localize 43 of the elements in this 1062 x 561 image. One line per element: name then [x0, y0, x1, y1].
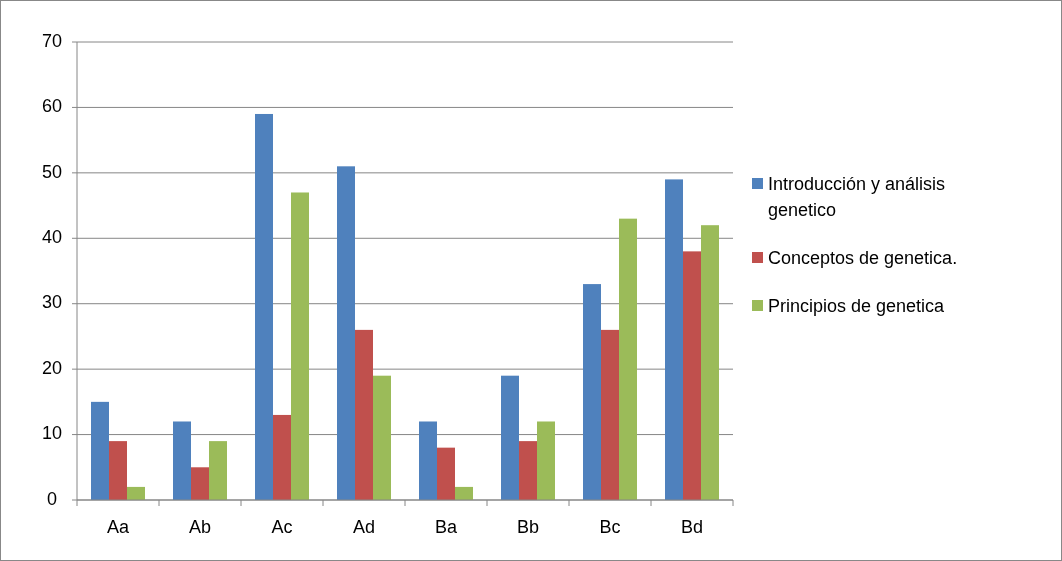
bar [109, 441, 127, 500]
x-tick-label: Ac [271, 517, 293, 537]
y-tick-label: 60 [41, 96, 63, 117]
bar [255, 113, 273, 500]
bar [91, 401, 109, 500]
bar [127, 486, 145, 500]
bar [191, 467, 209, 500]
x-tick-label: Ad [352, 517, 376, 537]
y-tick-label: 30 [41, 292, 63, 313]
x-tick-label: Bc [599, 517, 621, 537]
bar [683, 251, 701, 500]
bar [373, 375, 391, 500]
bar [701, 225, 719, 500]
y-tick-label: 0 [46, 488, 58, 509]
bar [519, 441, 537, 500]
bar [619, 218, 637, 500]
x-tick-label: Bd [680, 517, 704, 537]
bar [209, 441, 227, 500]
bar [273, 414, 291, 500]
y-tick-label: 20 [41, 357, 63, 378]
bar [601, 329, 619, 500]
y-tick-label: 40 [41, 227, 63, 248]
x-tick-label: Ba [434, 517, 458, 537]
bar [583, 284, 601, 500]
x-tick-label: Bb [516, 517, 540, 537]
bar [501, 375, 519, 500]
legend-label: Principios de genetica [768, 295, 946, 316]
bar [665, 179, 683, 500]
bar [537, 421, 555, 500]
bar [355, 329, 373, 500]
legend-label: Conceptos de genetica. [768, 247, 958, 268]
bar [337, 166, 355, 500]
legend-label: Introducción y análisis genetico [768, 173, 946, 220]
y-tick-label: 70 [41, 30, 63, 51]
x-tick-label: Aa [106, 517, 130, 537]
bar [437, 447, 455, 500]
x-tick-label: Ab [188, 517, 212, 537]
bar [455, 486, 473, 500]
bar [291, 192, 309, 500]
bar [173, 421, 191, 500]
y-tick-label: 50 [41, 161, 63, 182]
bar [419, 421, 437, 500]
y-tick-label: 10 [41, 423, 63, 444]
